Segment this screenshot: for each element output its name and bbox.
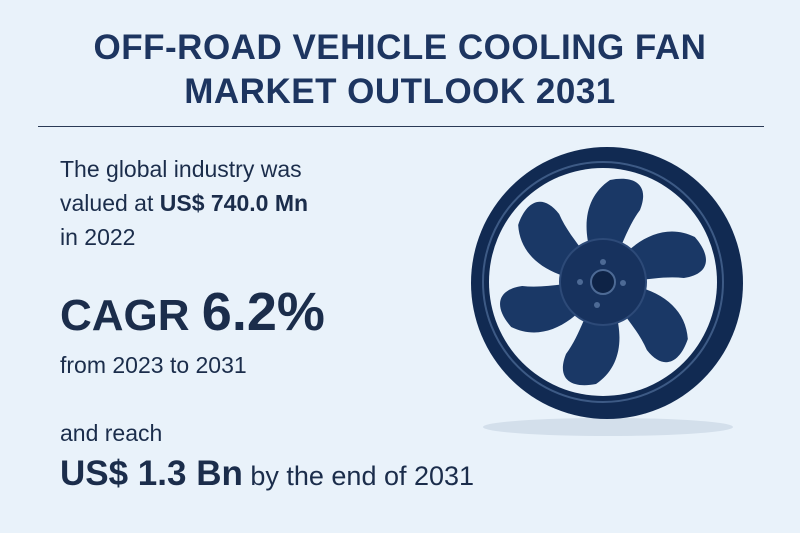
divider [38, 126, 764, 127]
cagr-label: CAGR [60, 291, 190, 340]
title-line-2: MARKET OUTLOOK 2031 [184, 72, 616, 111]
valuation-prefix: valued at [60, 190, 160, 216]
valuation-line-2: valued at US$ 740.0 Mn [60, 186, 308, 220]
forecast-suffix: by the end of 2031 [242, 461, 475, 491]
forecast-value: US$ 1.3 Bn [60, 454, 243, 493]
title-line-1: OFF-ROAD VEHICLE COOLING FAN [93, 28, 707, 67]
cagr-value: 6.2% [201, 282, 325, 342]
forecast-text: US$ 1.3 Bn by the end of 2031 [60, 454, 474, 494]
page-title: OFF-ROAD VEHICLE COOLING FAN MARKET OUTL… [0, 26, 800, 114]
cagr-heading: CAGR 6.2% [60, 285, 325, 342]
fan-inner-ring [482, 161, 724, 403]
cagr-period: from 2023 to 2031 [60, 352, 247, 378]
fan-hub-center [590, 269, 616, 295]
valuation-value: US$ 740.0 Mn [159, 190, 309, 216]
fan-hub-bolts [577, 259, 626, 308]
fan-shadow [483, 418, 733, 436]
valuation-year: in 2022 [60, 224, 136, 250]
valuation-text: The global industry was valued at US$ 74… [60, 152, 308, 254]
valuation-line-1: The global industry was [60, 156, 302, 182]
cooling-fan-icon [471, 147, 743, 436]
forecast-intro: and reach [60, 420, 163, 446]
